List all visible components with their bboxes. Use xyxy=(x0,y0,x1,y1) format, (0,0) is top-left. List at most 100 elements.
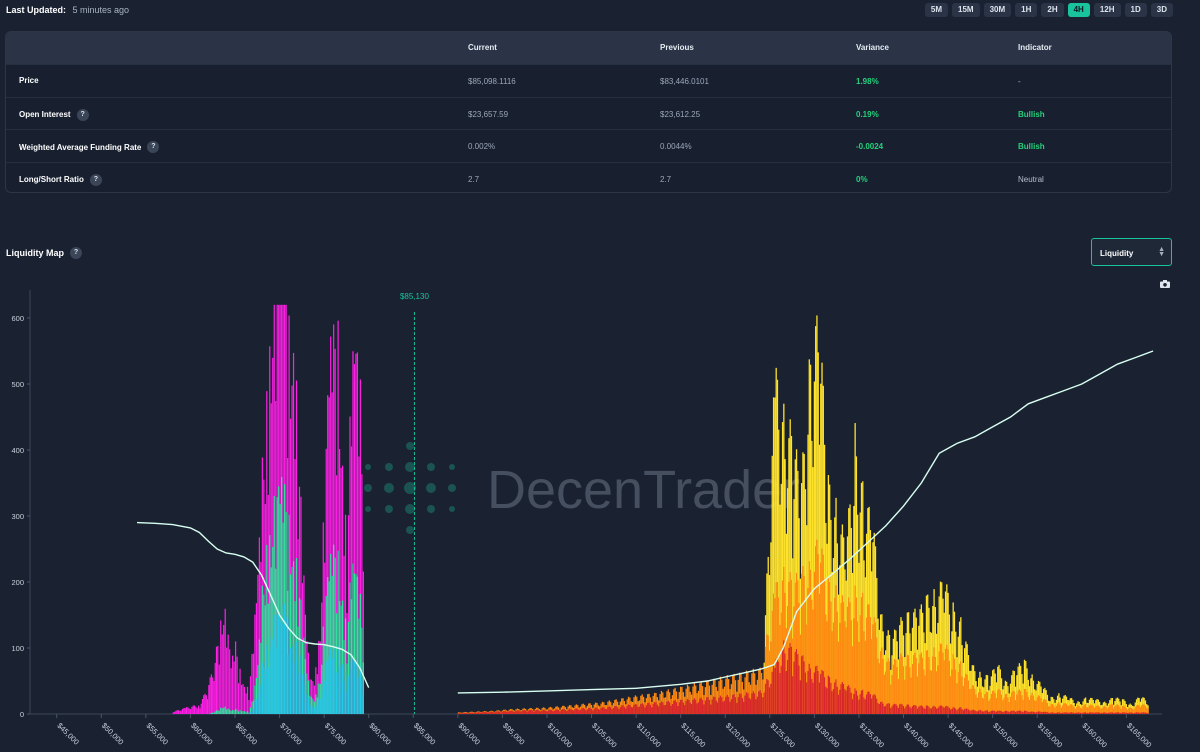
bar-orange xyxy=(1114,706,1116,714)
bar-orange xyxy=(830,601,832,714)
map-type-select[interactable]: Liquidity ▲ ▼ xyxy=(1091,238,1172,266)
bar-cyan xyxy=(276,615,278,714)
bar-red xyxy=(993,710,995,714)
bar-yellow xyxy=(851,572,854,714)
bar-yellow xyxy=(858,562,860,714)
bar-red xyxy=(843,683,845,714)
bar-red xyxy=(971,709,973,714)
bar-mint xyxy=(349,582,351,714)
bar-red xyxy=(516,710,519,714)
bar-red xyxy=(711,699,713,714)
bar-red xyxy=(749,699,752,714)
help-icon[interactable]: ? xyxy=(76,108,89,121)
bar-magenta xyxy=(340,467,342,714)
timeframe-button-4h[interactable]: 4H xyxy=(1067,3,1090,17)
bar-orange xyxy=(1112,708,1115,714)
bar-orange xyxy=(779,624,781,714)
bar-red xyxy=(878,704,880,714)
bar-orange xyxy=(1138,705,1140,714)
bar-cyan xyxy=(328,658,330,714)
timeframe-button-30m[interactable]: 30M xyxy=(983,3,1012,17)
cumulative-long-line xyxy=(136,521,370,688)
bar-orange xyxy=(1087,707,1089,714)
bar-orange xyxy=(947,649,949,714)
bar-cyan xyxy=(251,709,253,714)
bar-red xyxy=(573,710,575,714)
bar-orange xyxy=(802,566,804,714)
column-header-previous: Previous xyxy=(660,43,694,52)
bar-mint xyxy=(212,712,214,714)
bar-red xyxy=(1106,712,1108,714)
bar-orange xyxy=(958,663,961,714)
bar-red xyxy=(1051,712,1054,714)
bar-orange xyxy=(1111,704,1114,714)
bar-red xyxy=(461,713,464,714)
bar-red xyxy=(466,712,468,714)
timeframe-button-15m[interactable]: 15M xyxy=(952,3,980,17)
timeframe-button-12h[interactable]: 12H xyxy=(1093,3,1121,17)
bar-red xyxy=(551,709,553,714)
y-tick-label: 500 xyxy=(11,380,24,389)
timeframe-button-5m[interactable]: 5M xyxy=(924,3,949,17)
bar-magenta xyxy=(183,707,185,714)
bar-red xyxy=(906,704,908,714)
bar-red xyxy=(718,697,720,714)
bar-red xyxy=(764,683,767,714)
bar-mint xyxy=(355,573,357,714)
row-label-text: Open Interest xyxy=(19,110,71,119)
bar-red xyxy=(1125,712,1128,714)
help-icon[interactable]: ? xyxy=(89,173,102,186)
x-tick-label: $150,000 xyxy=(991,721,1019,749)
bar-yellow xyxy=(775,367,777,714)
bar-red xyxy=(604,708,606,714)
bar-orange xyxy=(776,581,779,714)
bar-orange xyxy=(1026,692,1028,714)
bar-orange xyxy=(1059,704,1061,714)
bar-magenta xyxy=(221,634,223,714)
bar-red xyxy=(542,709,545,714)
bar-orange xyxy=(1125,708,1128,714)
bar-red xyxy=(594,707,597,714)
bar-orange xyxy=(1013,691,1015,714)
bar-red xyxy=(1139,712,1142,714)
camera-icon[interactable] xyxy=(1160,280,1170,288)
bar-red xyxy=(970,710,972,714)
bar-red xyxy=(979,709,981,714)
bar-red xyxy=(667,700,669,714)
x-tick-label: $125,000 xyxy=(768,721,796,749)
bar-orange xyxy=(780,612,782,714)
bar-magenta xyxy=(319,641,321,714)
timeframe-button-1h[interactable]: 1H xyxy=(1015,3,1038,17)
bar-red xyxy=(792,676,794,714)
bar-red xyxy=(883,706,886,714)
bar-red xyxy=(1120,713,1122,714)
bar-orange xyxy=(1109,705,1111,714)
last-updated: Last Updated: 5 minutes ago xyxy=(6,5,129,15)
bar-red xyxy=(953,707,956,714)
bar-red xyxy=(475,712,477,714)
timeframe-button-1d[interactable]: 1D xyxy=(1124,3,1147,17)
timeframe-button-2h[interactable]: 2H xyxy=(1041,3,1064,17)
help-icon[interactable]: ? xyxy=(70,247,82,259)
bar-red xyxy=(664,704,667,714)
bar-yellow xyxy=(808,359,810,714)
bar-red xyxy=(778,661,780,714)
bar-red xyxy=(701,699,704,714)
bar-red xyxy=(537,709,539,714)
bar-red xyxy=(975,710,977,714)
timeframe-button-3d[interactable]: 3D xyxy=(1150,3,1173,17)
bar-red xyxy=(978,710,980,714)
bar-red xyxy=(929,708,931,714)
help-icon[interactable]: ? xyxy=(147,141,160,153)
bar-orange xyxy=(1110,704,1112,714)
bar-mint xyxy=(233,710,235,714)
bar-orange xyxy=(851,646,854,714)
bar-red xyxy=(930,708,933,714)
bar-mint xyxy=(232,710,234,714)
bar-cyan xyxy=(267,667,269,714)
bar-red xyxy=(916,708,919,714)
bar-magenta xyxy=(349,416,351,714)
bar-orange xyxy=(941,643,943,714)
bar-cyan xyxy=(355,661,357,714)
bar-red xyxy=(850,692,852,714)
